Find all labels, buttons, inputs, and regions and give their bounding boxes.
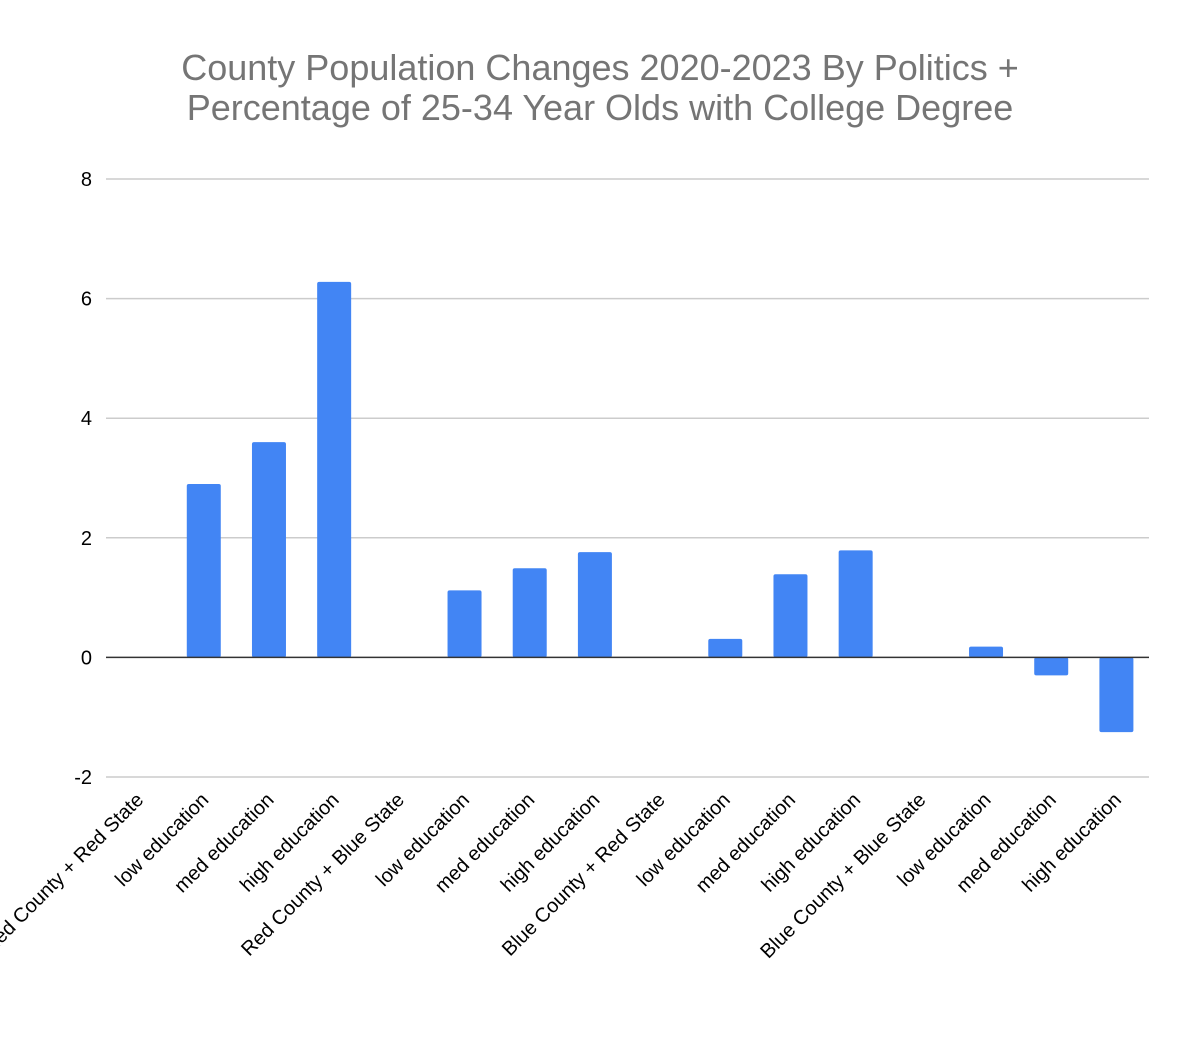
bar bbox=[447, 590, 482, 658]
bars bbox=[186, 281, 1134, 733]
bar bbox=[577, 552, 612, 658]
y-tick-label: 4 bbox=[81, 408, 92, 430]
bar bbox=[773, 574, 808, 658]
y-axis-ticks: 8 6 4 2 0 -2 bbox=[74, 169, 92, 789]
bar bbox=[1099, 657, 1134, 733]
y-tick-label: -2 bbox=[74, 767, 92, 789]
bar bbox=[186, 483, 221, 658]
bar bbox=[1034, 657, 1069, 676]
chart-title-line-2: Percentage of 25-34 Year Olds with Colle… bbox=[186, 87, 1014, 128]
bar bbox=[838, 550, 873, 658]
chart-title-line-1: County Population Changes 2020-2023 By P… bbox=[181, 47, 1019, 88]
bar bbox=[251, 442, 286, 658]
bar bbox=[512, 568, 547, 658]
y-tick-label: 8 bbox=[81, 169, 92, 191]
chart-title: County Population Changes 2020-2023 By P… bbox=[0, 48, 1200, 128]
bar bbox=[708, 638, 743, 658]
y-tick-label: 6 bbox=[81, 289, 92, 311]
bar bbox=[969, 646, 1004, 658]
bar bbox=[317, 281, 352, 658]
y-tick-label: 0 bbox=[81, 647, 92, 669]
y-tick-label: 2 bbox=[81, 528, 92, 550]
